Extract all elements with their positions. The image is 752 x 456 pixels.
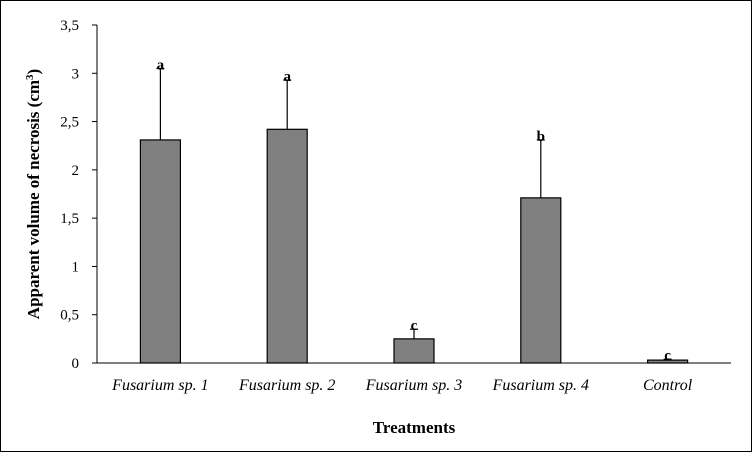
y-axis-title-main: Apparent volume of necrosis (cm [24,80,43,319]
y-tick-label: 0,5 [60,308,79,324]
y-axis-ticks: 0 0,5 1 1,5 2 2,5 3 3,5 [60,18,97,372]
bar [266,128,308,364]
y-axis-title-end: ) [24,69,43,75]
y-tick-label: 1,5 [60,211,79,227]
significance-letter: c [411,318,418,334]
category-label: Fusarium sp. 3 [365,377,462,394]
bar [139,139,181,364]
y-tick-label: 1 [72,259,80,275]
y-axis-title-superscript: 3 [24,74,36,80]
category-labels: Fusarium sp. 1 Fusarium sp. 2 Fusarium sp.… [111,377,693,394]
significance-letter: b [537,129,545,145]
y-tick-label: 2 [72,163,80,179]
significance-letter: a [283,69,291,85]
category-label: Control [643,377,693,394]
x-axis-title: Treatments [373,418,456,437]
error-bars-group [156,67,672,361]
category-label: Fusarium sp. 2 [238,377,335,394]
bar [393,338,435,364]
y-tick-label: 2,5 [60,115,79,131]
y-tick-label: 3,5 [60,18,79,34]
bar [520,197,562,364]
significance-letter: a [157,57,165,73]
category-label: Fusarium sp. 4 [492,377,589,394]
significance-labels: a a c b c [157,57,672,364]
y-tick-label: 0 [72,356,80,372]
category-label: Fusarium sp. 1 [111,377,208,394]
y-axis-title: Apparent volume of necrosis (cm3) [24,69,43,319]
y-tick-label: 3 [72,66,80,82]
significance-letter: c [664,348,671,364]
